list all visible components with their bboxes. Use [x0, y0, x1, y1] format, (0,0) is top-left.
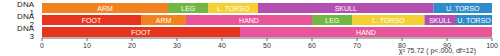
svg-text:10: 10 [83, 42, 91, 49]
svg-text:30: 30 [173, 42, 181, 49]
svg-text:60: 60 [308, 42, 316, 49]
svg-text:100: 100 [486, 42, 492, 49]
svg-text:U. TORSO: U. TORSO [457, 17, 491, 24]
svg-text:40: 40 [218, 42, 226, 49]
svg-text:50: 50 [263, 42, 271, 49]
svg-text:FOOT: FOOT [131, 29, 151, 36]
svg-text:U. TORSO: U. TORSO [446, 5, 480, 12]
svg-text:HAND: HAND [356, 29, 376, 36]
svg-text:ARM: ARM [97, 5, 113, 12]
svg-text:SKULL: SKULL [429, 17, 451, 24]
svg-text:L. TORSO: L. TORSO [372, 17, 405, 24]
svg-text:LEG: LEG [325, 17, 339, 24]
svg-text:20: 20 [128, 42, 136, 49]
svg-text:FOOT: FOOT [82, 17, 102, 24]
svg-text:L. TORSO: L. TORSO [217, 5, 250, 12]
svg-text:LEG: LEG [181, 5, 195, 12]
svg-text:SKULL: SKULL [335, 5, 357, 12]
svg-text:70: 70 [353, 42, 361, 49]
svg-text:ARM: ARM [156, 17, 172, 24]
svg-text:HAND: HAND [239, 17, 259, 24]
svg-text:0: 0 [40, 42, 44, 49]
svg-text:DNA3: DNA3 [17, 24, 35, 41]
